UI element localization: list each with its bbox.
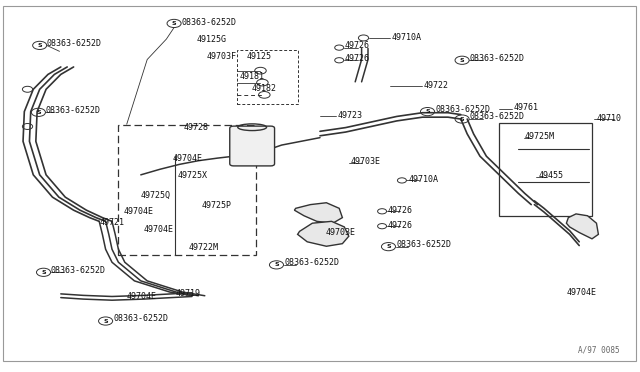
Text: 49710: 49710 bbox=[596, 114, 621, 123]
Text: 49728: 49728 bbox=[184, 123, 209, 132]
Polygon shape bbox=[298, 221, 349, 246]
Text: 49721: 49721 bbox=[99, 218, 124, 227]
Text: 49726: 49726 bbox=[388, 221, 413, 230]
Text: S: S bbox=[103, 318, 108, 324]
Text: 49710A: 49710A bbox=[408, 175, 438, 184]
Text: 49125: 49125 bbox=[246, 52, 271, 61]
Text: 08363-6252D: 08363-6252D bbox=[51, 266, 106, 275]
Text: 49703E: 49703E bbox=[325, 228, 355, 237]
Text: 08363-6252D: 08363-6252D bbox=[113, 314, 168, 323]
Bar bbox=[237, 50, 298, 104]
Text: 49704E: 49704E bbox=[143, 225, 173, 234]
Text: S: S bbox=[172, 21, 177, 26]
Text: 49725Q: 49725Q bbox=[141, 191, 171, 200]
Text: 49182: 49182 bbox=[252, 84, 276, 93]
Text: 49725P: 49725P bbox=[202, 201, 232, 210]
Text: 08363-6252D: 08363-6252D bbox=[47, 39, 102, 48]
Text: 49704E: 49704E bbox=[127, 292, 157, 301]
Text: 08363-6252D: 08363-6252D bbox=[45, 106, 100, 115]
Text: S: S bbox=[386, 244, 391, 249]
Text: 49761: 49761 bbox=[513, 103, 538, 112]
Text: S: S bbox=[36, 110, 41, 115]
Text: 08363-6252D: 08363-6252D bbox=[470, 112, 525, 121]
Text: 49719: 49719 bbox=[175, 289, 200, 298]
Text: 49704E: 49704E bbox=[566, 288, 596, 296]
Polygon shape bbox=[294, 203, 342, 223]
Text: 49704E: 49704E bbox=[173, 154, 203, 163]
Text: 08363-6252D: 08363-6252D bbox=[397, 240, 452, 249]
Text: 49725X: 49725X bbox=[178, 171, 208, 180]
Text: 49726: 49726 bbox=[345, 54, 370, 62]
Text: 08363-6252D: 08363-6252D bbox=[470, 54, 525, 62]
Text: 49703E: 49703E bbox=[351, 157, 381, 166]
Text: 49722M: 49722M bbox=[189, 243, 219, 252]
Text: 49726: 49726 bbox=[388, 206, 413, 215]
Text: 08363-6252D: 08363-6252D bbox=[285, 258, 340, 267]
Text: 49722: 49722 bbox=[424, 81, 449, 90]
Text: 49726: 49726 bbox=[345, 41, 370, 50]
Text: 08363-6252D: 08363-6252D bbox=[436, 105, 491, 114]
Text: S: S bbox=[41, 270, 46, 275]
Bar bbox=[118, 125, 256, 255]
Text: 49710A: 49710A bbox=[392, 33, 422, 42]
Text: 49703F: 49703F bbox=[206, 52, 236, 61]
Bar bbox=[499, 123, 592, 216]
Text: A/97 0085: A/97 0085 bbox=[578, 345, 620, 354]
Text: 49723: 49723 bbox=[337, 111, 362, 120]
Text: 08363-6252D: 08363-6252D bbox=[181, 18, 236, 27]
Text: 49704E: 49704E bbox=[124, 207, 154, 216]
Text: S: S bbox=[460, 58, 465, 63]
Text: S: S bbox=[460, 116, 465, 122]
Text: 49181: 49181 bbox=[240, 72, 265, 81]
Text: S: S bbox=[274, 262, 279, 267]
Text: S: S bbox=[425, 109, 430, 114]
Text: 49125G: 49125G bbox=[196, 35, 227, 44]
Polygon shape bbox=[566, 214, 598, 239]
Text: 49725M: 49725M bbox=[525, 132, 555, 141]
FancyBboxPatch shape bbox=[230, 126, 275, 166]
Text: S: S bbox=[37, 43, 42, 48]
Text: 49455: 49455 bbox=[539, 171, 564, 180]
